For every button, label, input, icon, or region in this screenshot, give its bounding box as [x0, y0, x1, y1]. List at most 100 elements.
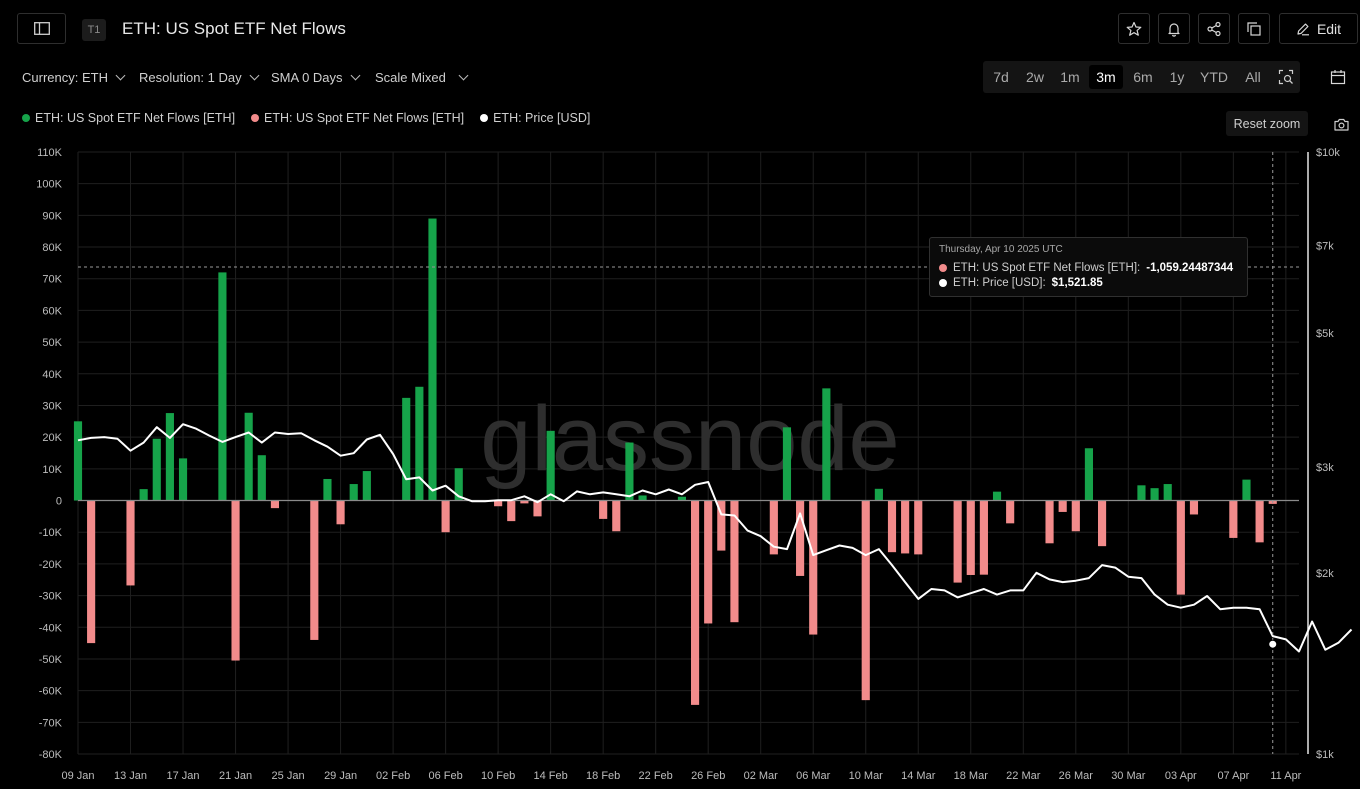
y-right-tick-label: $7k — [1316, 240, 1334, 252]
edit-button[interactable]: Edit — [1279, 13, 1358, 44]
y-tick-label: 10K — [42, 464, 62, 476]
y-tick-label: -30K — [39, 591, 63, 603]
x-tick-label: 13 Jan — [114, 770, 147, 782]
date-picker-button[interactable] — [1320, 61, 1356, 93]
legend-dot-green — [22, 114, 30, 122]
alert-button[interactable] — [1158, 13, 1190, 44]
flow-bar — [454, 468, 463, 501]
x-axis: 09 Jan 13 Jan 17 Jan 21 Jan 25 Jan 29 Jan 02 F… — [61, 770, 1301, 782]
flow-bar — [704, 500, 713, 624]
x-tick-label: 06 Feb — [428, 770, 462, 782]
tooltip-flow-value: -1,059.24487344 — [1146, 261, 1234, 274]
x-tick-label: 07 Apr — [1217, 770, 1249, 782]
flow-bar — [1097, 500, 1107, 547]
screenshot-button[interactable] — [1328, 113, 1354, 135]
scale-label: Scale Mixed — [375, 70, 446, 85]
flow-bar — [165, 413, 174, 501]
y-tick-label: 80K — [42, 242, 62, 254]
flow-bar — [73, 421, 83, 501]
flow-bar — [428, 218, 437, 501]
flow-bar — [310, 500, 319, 640]
flow-bar — [1045, 500, 1054, 544]
legend-item-outflows[interactable]: ETH: US Spot ETF Net Flows [ETH] — [251, 111, 464, 125]
flow-bar — [992, 491, 1002, 501]
flow-bar — [1163, 484, 1172, 501]
flow-bar — [1084, 448, 1094, 501]
x-tick-label: 09 Jan — [61, 770, 94, 782]
y-tick-label: -50K — [39, 654, 63, 666]
left-axis: 110K 100K 90K 80K 70K 60K 50K 40K 30K 20K 10K 0 -10K… — [36, 147, 62, 761]
y-tick-label: 90K — [42, 210, 62, 222]
range-7d[interactable]: 7d — [993, 69, 1009, 85]
range-all[interactable]: All — [1245, 69, 1261, 85]
sidebar-toggle-button[interactable] — [17, 13, 66, 44]
y-right-tick-label: $2k — [1316, 568, 1334, 580]
x-tick-label: 14 Feb — [534, 770, 568, 782]
flow-bar — [126, 500, 135, 586]
y-right-tick-label: $10k — [1316, 147, 1340, 159]
currency-label: Currency: ETH — [22, 70, 108, 85]
flow-bar — [966, 500, 975, 575]
sma-dropdown[interactable]: SMA 0 Days — [271, 70, 360, 85]
flow-bar — [178, 458, 188, 501]
range-1y[interactable]: 1y — [1169, 69, 1185, 85]
resolution-label: Resolution: 1 Day — [139, 70, 242, 85]
legend-item-inflows[interactable]: ETH: US Spot ETF Net Flows [ETH] — [22, 111, 235, 125]
x-tick-label: 18 Mar — [954, 770, 989, 782]
flow-bar — [717, 500, 726, 551]
x-tick-label: 18 Feb — [586, 770, 620, 782]
flow-bar — [625, 442, 634, 501]
flow-bar — [1229, 500, 1238, 538]
reset-zoom-button[interactable]: Reset zoom — [1226, 111, 1308, 136]
pencil-icon — [1297, 23, 1309, 35]
y-tick-label: -80K — [39, 749, 63, 761]
flow-bar — [874, 488, 883, 501]
y-tick-label: 60K — [42, 305, 62, 317]
flow-bar — [520, 500, 529, 504]
range-6m[interactable]: 6m — [1133, 69, 1153, 85]
x-tick-label: 02 Mar — [744, 770, 779, 782]
resolution-dropdown[interactable]: Resolution: 1 Day — [139, 70, 260, 85]
range-ytd[interactable]: YTD — [1200, 69, 1228, 85]
hover-point — [1268, 639, 1278, 649]
favorite-button[interactable] — [1118, 13, 1150, 44]
watermark: glassnode — [480, 388, 899, 490]
share-icon — [1207, 21, 1221, 36]
range-2w[interactable]: 2w — [1026, 69, 1044, 85]
x-tick-label: 02 Feb — [376, 770, 410, 782]
range-1m[interactable]: 1m — [1060, 69, 1080, 85]
zoom-select-button[interactable] — [1275, 65, 1297, 89]
y-tick-label: 70K — [42, 274, 62, 286]
scale-dropdown[interactable]: Scale Mixed — [375, 70, 469, 85]
tier-badge: T1 — [82, 19, 106, 41]
flow-bar — [861, 500, 870, 701]
flow-bar — [1071, 500, 1080, 532]
flow-bar — [244, 412, 253, 501]
share-button[interactable] — [1198, 13, 1230, 44]
flow-bar — [599, 500, 608, 519]
star-icon — [1126, 21, 1142, 36]
tooltip-flow-row: ETH: US Spot ETF Net Flows [ETH]: -1,059… — [939, 260, 1238, 275]
duplicate-button[interactable] — [1238, 13, 1270, 44]
tooltip-dot-red — [939, 263, 947, 272]
x-tick-label: 26 Mar — [1059, 770, 1094, 782]
edit-label: Edit — [1316, 20, 1342, 37]
legend-item-price[interactable]: ETH: Price [USD] — [480, 111, 590, 125]
flow-bar — [546, 430, 555, 501]
y-right-tick-label: $5k — [1316, 328, 1334, 340]
x-tick-label: 17 Jan — [167, 770, 200, 782]
flow-bar — [441, 500, 450, 533]
range-3m[interactable]: 3m — [1089, 65, 1123, 89]
flow-bar — [139, 489, 148, 501]
y-tick-label: 30K — [42, 400, 62, 412]
currency-dropdown[interactable]: Currency: ETH — [22, 70, 126, 85]
flow-bar — [415, 386, 424, 501]
y-tick-label: 110K — [37, 147, 63, 159]
x-tick-label: 03 Apr — [1165, 770, 1197, 782]
flow-bar — [901, 500, 910, 554]
flow-bar — [1150, 488, 1159, 501]
price-series — [77, 423, 1353, 653]
x-tick-label: 21 Jan — [219, 770, 252, 782]
flow-bar — [1189, 500, 1199, 515]
